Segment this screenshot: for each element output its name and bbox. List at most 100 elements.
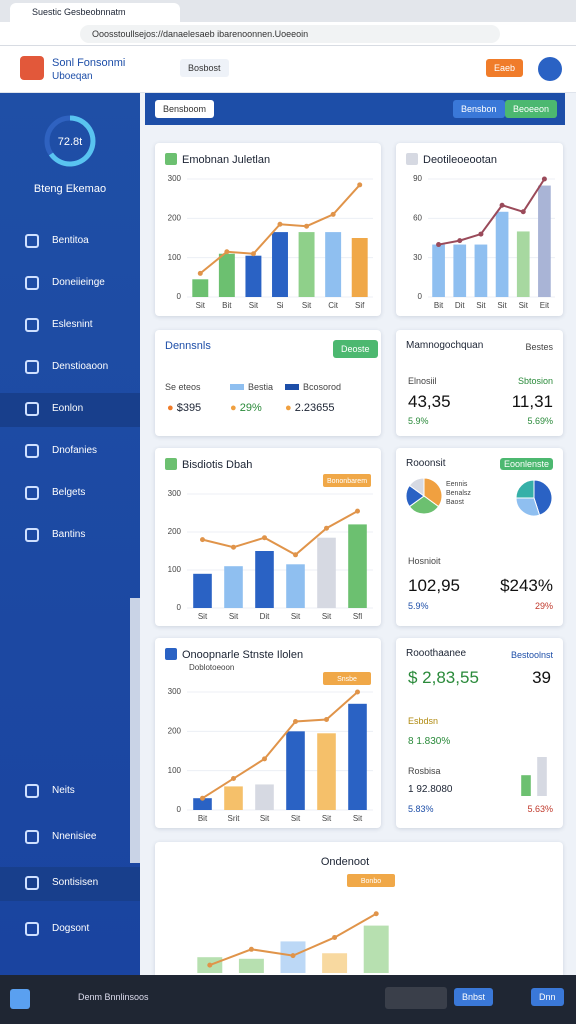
nav-label: Dnofanies — [52, 445, 98, 456]
stat-line: 1 92.8080 — [408, 784, 453, 795]
url-field[interactable]: Ooosstoullsejos://danaelesaeb ibarenoonn… — [80, 25, 500, 43]
y-tick-label: 30 — [413, 253, 422, 262]
y-tick-label: 100 — [168, 766, 182, 775]
nav-item[interactable]: Neits — [0, 775, 140, 809]
card-button[interactable]: Deoste — [333, 340, 378, 358]
toolbar-button[interactable]: Bensboom — [155, 100, 215, 118]
nav-item[interactable]: Dnofanies — [0, 435, 140, 469]
card-title: Rooothaanee — [406, 648, 467, 659]
x-tick-label: Sfl — [353, 612, 363, 621]
y-tick-label: 0 — [418, 292, 423, 301]
bar — [193, 798, 212, 810]
tab-title: Suestic Gesbeobnnatm — [32, 7, 126, 17]
bar — [516, 231, 530, 297]
stat-label: Sbtosion — [517, 376, 553, 386]
nav-label: Nnenisiee — [52, 831, 97, 842]
y-tick-label: 100 — [168, 253, 182, 262]
stat-change: 5.9% — [408, 416, 429, 426]
stat-value: 39 — [532, 668, 551, 687]
chart-card: Onoopnarle Stnste Ilolen Doblotoeoon 0 10… — [155, 638, 381, 828]
stat-value: $243% — [500, 576, 553, 595]
bar — [453, 244, 467, 297]
pie-slice — [515, 479, 535, 499]
x-tick-label: Eit — [540, 301, 550, 310]
taskbar-search[interactable]: Denm Bnnlinsoos — [78, 992, 149, 1002]
user-name: Bteng Ekemao — [33, 183, 107, 195]
nav-item[interactable]: Bentitoa — [0, 225, 140, 259]
toolbar-button[interactable]: Beoeeon — [505, 100, 558, 118]
chart: 0 100 200 300 Bit Srit Sit Sit Sit Sit Snsbe — [168, 672, 373, 823]
chart-card: Bisdiotis Dbah 0 100 200 300 Sit Sit Dit Sit Sit… — [155, 448, 381, 626]
line-point — [197, 270, 203, 276]
y-tick-label: 200 — [168, 213, 182, 222]
line-series — [438, 178, 546, 246]
stat-label: Esbdsn — [408, 716, 439, 726]
x-tick-label: Sit — [322, 612, 332, 621]
nav-icon — [25, 784, 39, 798]
x-tick-label: Sif — [355, 301, 365, 310]
stat-change: 5.83% — [408, 804, 434, 814]
app-title: Sonl Fonsonmi — [52, 57, 126, 69]
x-tick-label: Sit — [196, 301, 206, 310]
stat-value: 102,95 — [408, 576, 460, 595]
nav-tab[interactable]: Bosbost — [180, 59, 229, 77]
line-point — [499, 202, 505, 208]
nav-label: Belgets — [52, 487, 86, 498]
bar — [224, 786, 243, 810]
nav-label: Sontisisen — [52, 877, 99, 888]
stat-label: Rosbisa — [408, 766, 441, 776]
chart-card: Emobnan Juletlan 0 100 200 300 Sit Bit Sit Si Si… — [155, 143, 381, 316]
bar — [432, 244, 445, 297]
nav-item[interactable]: Dogsont — [0, 913, 140, 947]
bar — [245, 255, 262, 297]
nav-item[interactable]: Belgets — [0, 477, 140, 511]
line-point — [277, 221, 283, 227]
nav-label: Eonlon — [52, 403, 84, 414]
nav-icon — [25, 276, 39, 290]
x-tick-label: Sit — [229, 612, 239, 621]
card-title: Dennsnls — [165, 340, 211, 352]
x-tick-label: Bit — [222, 301, 232, 310]
chart-card: Deotileoeootan 0 30 60 90 Bit Dit Sit Sit Sit Eit — [396, 143, 563, 316]
stat-value: 43,35 — [408, 392, 451, 411]
stat-text: 29% — [239, 402, 262, 414]
chart-subtitle: Doblotoeoon — [189, 663, 235, 672]
nav-item[interactable]: Doneiieinge — [0, 267, 140, 301]
browser-tab[interactable]: Suestic Gesbeobnnatm — [10, 3, 180, 22]
line-point — [330, 211, 336, 217]
x-tick-label: Sit — [260, 814, 270, 823]
header-button[interactable]: Eaeb — [486, 59, 524, 77]
start-button[interactable] — [10, 989, 30, 1009]
stat-change: 5.63% — [527, 804, 553, 814]
mini-chart — [521, 757, 547, 796]
card-title: Onoopnarle Stnste Ilolen — [165, 648, 303, 661]
chart: Bonbo — [197, 874, 395, 973]
stat-value: ● 2.23655 — [285, 402, 335, 414]
nav-item[interactable]: Nnenisiee — [0, 821, 140, 855]
avatar[interactable] — [538, 57, 562, 81]
taskbar-button[interactable]: Dnn — [531, 988, 564, 1006]
stat-value: 11,31 — [511, 392, 553, 411]
chart-title: Deotileoeootan — [423, 154, 498, 166]
nav-item[interactable]: Sontisisen — [0, 867, 140, 901]
line-point — [231, 776, 236, 782]
line-point — [250, 251, 256, 257]
toolbar-button[interactable]: Bensbon — [453, 100, 505, 118]
line-point — [332, 934, 338, 940]
nav-item[interactable]: Eslesnint — [0, 309, 140, 343]
stat-value: ● $395 — [167, 402, 202, 414]
pie-slice — [408, 495, 440, 515]
nav-item[interactable]: Eonlon — [0, 393, 140, 427]
nav-item[interactable]: Bantins — [0, 519, 140, 553]
bar — [348, 703, 367, 810]
pie-slice — [408, 477, 425, 497]
stat-card: Dennsnls Deoste Se eteos Bestia Bcosorod… — [155, 330, 381, 436]
y-tick-label: 300 — [168, 174, 182, 183]
stat-value: $ 2,83,55 — [408, 668, 479, 687]
nav-item[interactable]: Denstioaoon — [0, 351, 140, 385]
taskbar-button[interactable]: Bnbst — [454, 988, 494, 1006]
tab-bar: Suestic Gesbeobnnatm — [0, 0, 576, 22]
line-point — [293, 719, 298, 724]
bar — [474, 244, 488, 297]
legend-item: Bcosorod — [285, 382, 341, 392]
